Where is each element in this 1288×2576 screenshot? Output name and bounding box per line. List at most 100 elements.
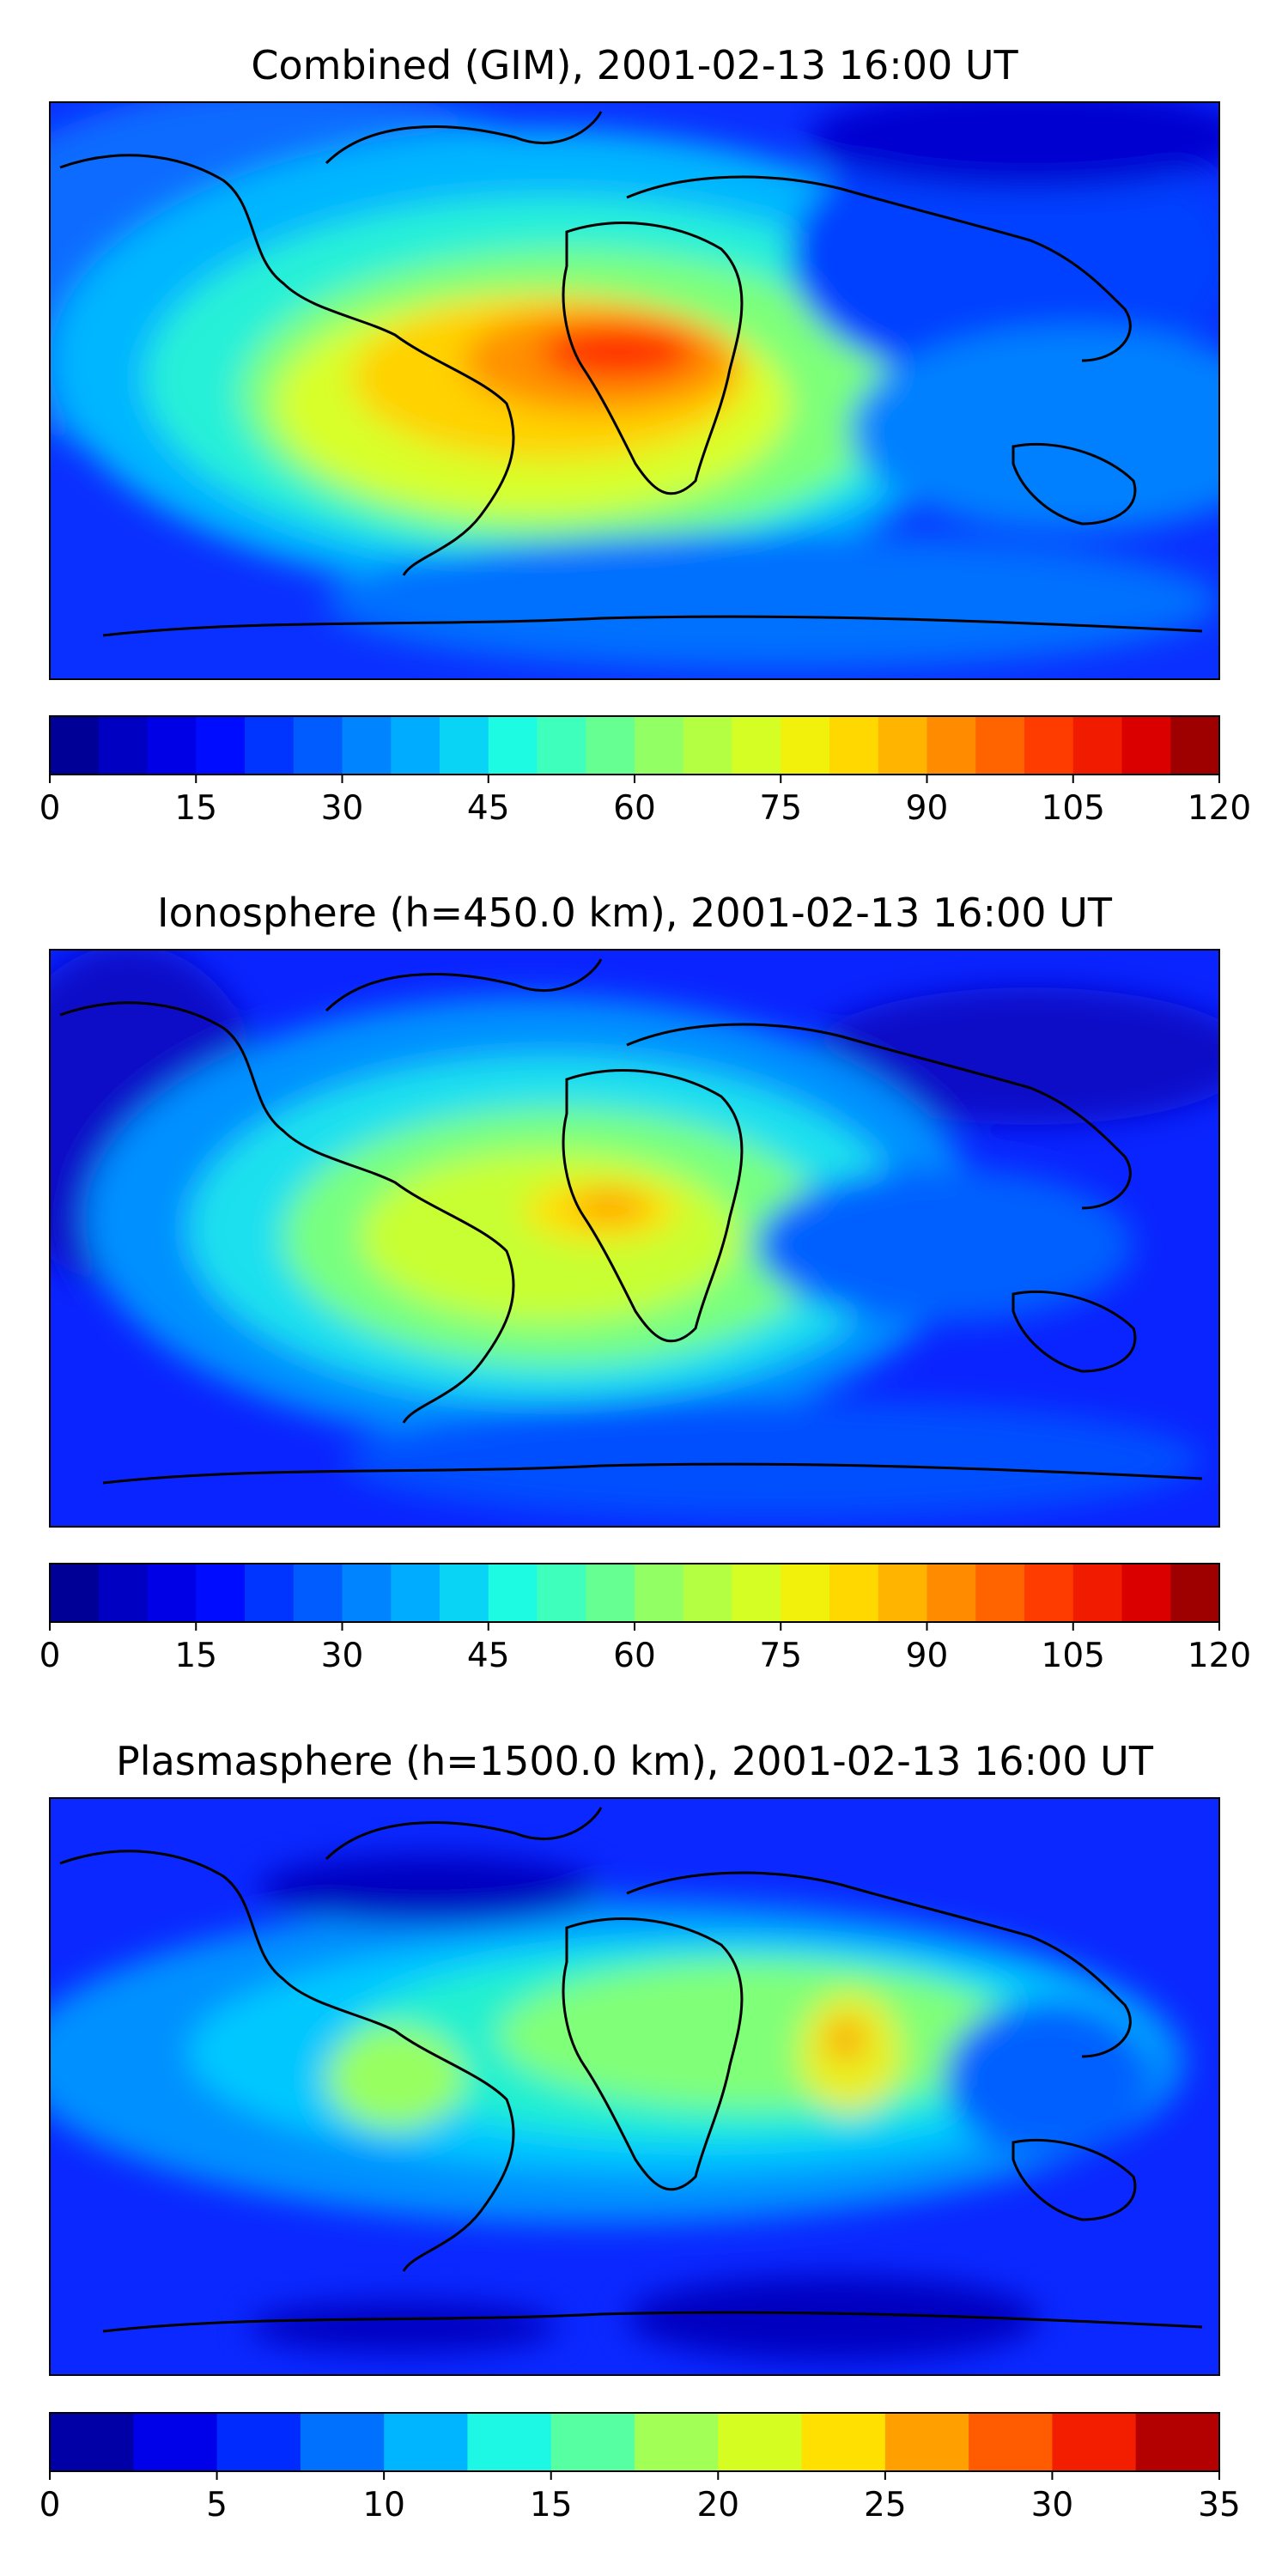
colorbar-swatch bbox=[342, 716, 392, 775]
colorbar-swatch bbox=[440, 1564, 489, 1622]
colorbar-swatch bbox=[1072, 716, 1123, 775]
colorbar-swatch bbox=[50, 1564, 100, 1622]
colorbar-swatch bbox=[1170, 716, 1220, 775]
colorbar-swatch bbox=[133, 2413, 218, 2471]
colorbar-tick-label: 75 bbox=[759, 789, 802, 828]
colorbar-swatch bbox=[147, 716, 197, 775]
colorbar-2-swatches bbox=[50, 1564, 1220, 1622]
colorbar-swatch bbox=[635, 716, 684, 775]
panel-3-map bbox=[50, 1798, 1219, 2375]
colorbar-swatch bbox=[391, 716, 440, 775]
colorbar-swatch bbox=[1121, 1564, 1171, 1622]
colorbar-tick-label: 5 bbox=[206, 2486, 228, 2524]
colorbar-3: 0 5 10 15 20 25 30 35 bbox=[39, 2412, 1241, 2524]
panel-2-coastlines bbox=[59, 958, 1203, 1485]
colorbar-swatch bbox=[683, 716, 733, 775]
colorbar-tick-label: 30 bbox=[321, 1637, 364, 1675]
colorbar-swatch bbox=[975, 716, 1025, 775]
colorbar-2: 0 15 30 45 60 75 90 105 120 bbox=[39, 1563, 1251, 1675]
colorbar-swatch bbox=[384, 2413, 469, 2471]
colorbar-swatch bbox=[147, 1564, 197, 1622]
panel-3-title: Plasmasphere (h=1500.0 km), 2001-02-13 1… bbox=[116, 1738, 1154, 1784]
colorbar-tick-label: 120 bbox=[1188, 789, 1251, 828]
panel-2-map bbox=[50, 950, 1219, 1527]
colorbar-swatch bbox=[829, 716, 879, 775]
colorbar-swatch bbox=[196, 1564, 246, 1622]
panel-1-coastlines bbox=[59, 111, 1203, 637]
colorbar-swatch bbox=[50, 716, 100, 775]
colorbar-swatch bbox=[801, 2413, 886, 2471]
colorbar-swatch bbox=[732, 1564, 781, 1622]
colorbar-swatch bbox=[969, 2413, 1054, 2471]
colorbar-swatch bbox=[586, 716, 635, 775]
colorbar-3-ticks: 0 5 10 15 20 25 30 35 bbox=[39, 2471, 1241, 2524]
panel-1-field bbox=[50, 102, 1219, 670]
colorbar-tick-label: 105 bbox=[1042, 789, 1105, 828]
colorbar-swatch bbox=[635, 1564, 684, 1622]
colorbar-swatch bbox=[98, 716, 149, 775]
colorbar-tick-label: 45 bbox=[467, 1637, 510, 1675]
colorbar-swatch bbox=[878, 716, 928, 775]
panel-2-frame bbox=[49, 949, 1220, 1528]
colorbar-tick-label: 15 bbox=[174, 1637, 217, 1675]
colorbar-swatch bbox=[488, 1564, 538, 1622]
colorbar-swatch bbox=[586, 1564, 635, 1622]
colorbar-swatch bbox=[884, 2413, 969, 2471]
panel-3-field bbox=[50, 1855, 1185, 2361]
panel-3-coastlines bbox=[59, 1807, 1203, 2333]
colorbar-tick-label: 60 bbox=[613, 789, 656, 828]
colorbar-tick-label: 0 bbox=[39, 789, 61, 828]
colorbar-swatch bbox=[98, 1564, 149, 1622]
colorbar-swatch bbox=[1121, 716, 1171, 775]
colorbar-tick-label: 90 bbox=[906, 789, 949, 828]
colorbar-swatch bbox=[440, 716, 489, 775]
colorbar-swatch bbox=[300, 2413, 385, 2471]
colorbar-swatch bbox=[342, 1564, 392, 1622]
colorbar-swatch bbox=[732, 716, 781, 775]
colorbar-tick-label: 35 bbox=[1198, 2486, 1241, 2524]
colorbar-tick-label: 120 bbox=[1188, 1637, 1251, 1675]
colorbar-swatch bbox=[1072, 1564, 1123, 1622]
colorbar-swatch bbox=[927, 716, 976, 775]
colorbar-swatch bbox=[975, 1564, 1025, 1622]
panel-1-title: Combined (GIM), 2001-02-13 16:00 UT bbox=[251, 42, 1018, 88]
colorbar-1-swatches bbox=[50, 716, 1220, 775]
colorbar-swatch bbox=[927, 1564, 976, 1622]
colorbar-swatch bbox=[245, 716, 295, 775]
colorbar-swatch bbox=[1170, 1564, 1220, 1622]
colorbar-tick-label: 10 bbox=[362, 2486, 405, 2524]
colorbar-swatch bbox=[781, 1564, 830, 1622]
colorbar-tick-label: 105 bbox=[1042, 1637, 1105, 1675]
colorbar-tick-label: 15 bbox=[174, 789, 217, 828]
colorbar-3-frame bbox=[49, 2412, 1220, 2472]
panel-3-frame bbox=[49, 1797, 1220, 2376]
colorbar-tick-label: 20 bbox=[696, 2486, 739, 2524]
colorbar-tick-label: 0 bbox=[39, 1637, 61, 1675]
colorbar-swatch bbox=[293, 716, 343, 775]
colorbar-swatch bbox=[216, 2413, 301, 2471]
colorbar-swatch bbox=[635, 2413, 719, 2471]
colorbar-tick-label: 75 bbox=[759, 1637, 802, 1675]
colorbar-tick-label: 25 bbox=[864, 2486, 907, 2524]
colorbar-1-ticks: 0 15 30 45 60 75 90 105 120 bbox=[39, 775, 1251, 828]
colorbar-swatch bbox=[245, 1564, 295, 1622]
colorbar-tick-label: 30 bbox=[1031, 2486, 1074, 2524]
colorbar-swatch bbox=[550, 2413, 635, 2471]
colorbar-tick-label: 0 bbox=[39, 2486, 61, 2524]
colorbar-3-swatches bbox=[50, 2413, 1220, 2471]
colorbar-swatch bbox=[391, 1564, 440, 1622]
colorbar-swatch bbox=[829, 1564, 879, 1622]
colorbar-swatch bbox=[1024, 716, 1074, 775]
panel-1-frame bbox=[49, 101, 1220, 680]
colorbar-swatch bbox=[537, 716, 586, 775]
colorbar-swatch bbox=[683, 1564, 733, 1622]
colorbar-tick-label: 90 bbox=[906, 1637, 949, 1675]
colorbar-swatch bbox=[488, 716, 538, 775]
colorbar-swatch bbox=[718, 2413, 803, 2471]
colorbar-tick-label: 45 bbox=[467, 789, 510, 828]
colorbar-tick-label: 15 bbox=[530, 2486, 573, 2524]
colorbar-swatch bbox=[537, 1564, 586, 1622]
colorbar-1: 0 15 30 45 60 75 90 105 120 bbox=[39, 715, 1251, 828]
